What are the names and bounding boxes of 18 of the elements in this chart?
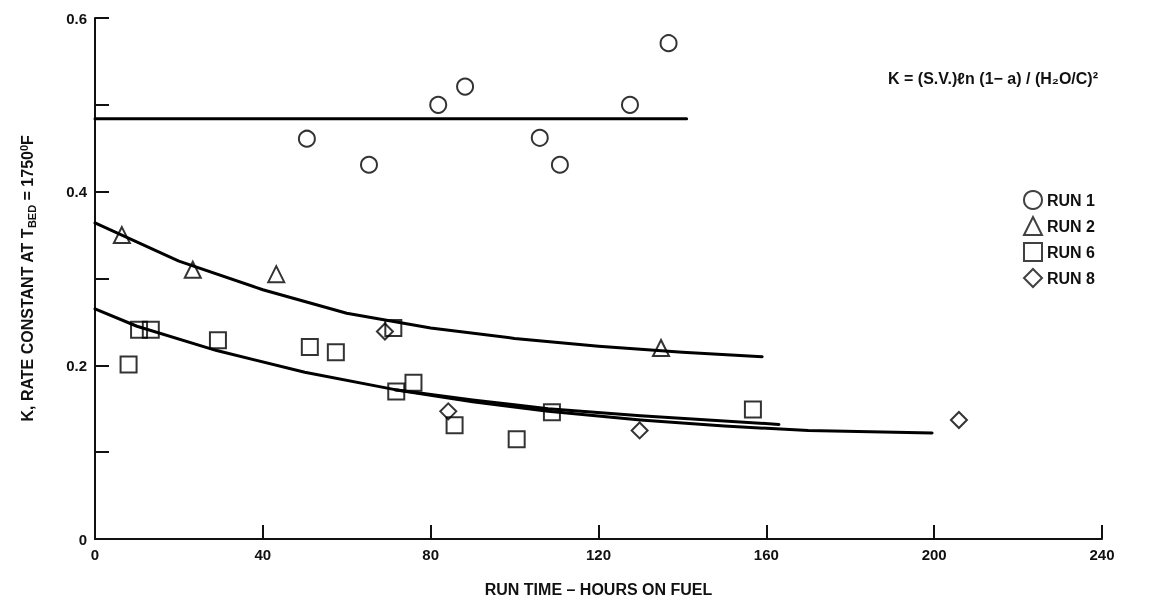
- x-tick-label: 80: [422, 546, 440, 563]
- y-tick-label: 0: [78, 530, 87, 548]
- y-axis-title: K, RATE CONSTANT AT TBED = 17500F: [17, 134, 38, 422]
- x-tick-label: 120: [585, 546, 612, 563]
- annotation: K = (S.V.)ℓn (1− a) / (H₂O/C)²: [888, 69, 1098, 87]
- legend-label: RUN 8: [1046, 269, 1096, 287]
- x-tick-label: 160: [753, 546, 779, 563]
- x-tick-label: 200: [921, 546, 947, 563]
- y-tick-label: 0.6: [66, 9, 87, 27]
- legend-label: RUN 2: [1046, 217, 1096, 235]
- x-axis-title: RUN TIME – HOURS ON FUEL: [484, 580, 713, 598]
- x-tick-label: 40: [254, 546, 272, 563]
- x-tick-label: 240: [1089, 546, 1115, 563]
- y-tick-label: 0.4: [66, 183, 88, 201]
- x-tick-label: 0: [90, 546, 100, 563]
- legend-label: RUN 6: [1046, 243, 1096, 261]
- y-tick-label: 0.2: [66, 356, 87, 374]
- legend-label: RUN 1: [1046, 191, 1096, 209]
